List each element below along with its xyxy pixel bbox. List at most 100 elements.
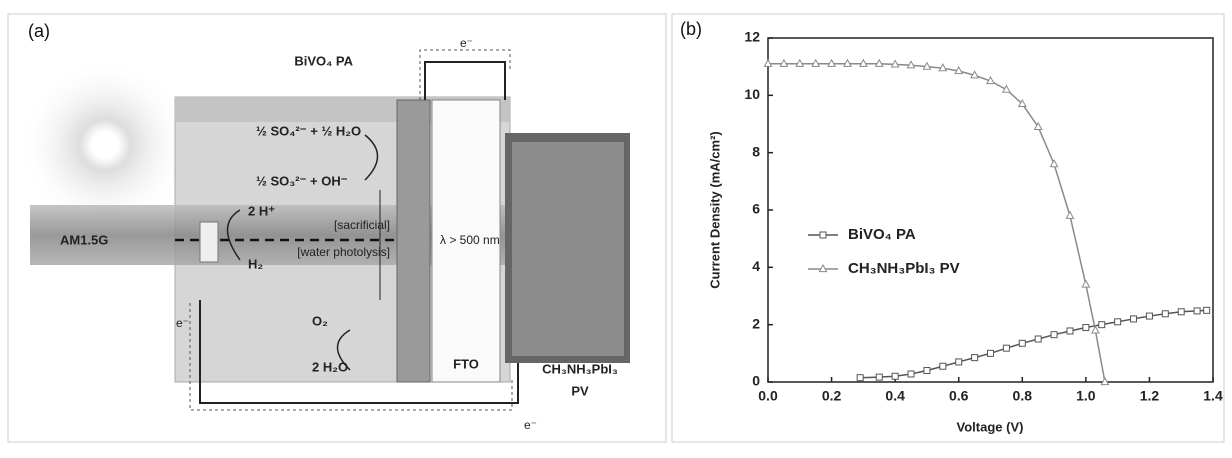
data-point: [763, 58, 773, 67]
data-point: [874, 58, 884, 67]
legend-marker: [819, 231, 827, 239]
data-point: [1049, 159, 1059, 168]
y-tick-label: 6: [752, 201, 760, 217]
data-point: [890, 59, 900, 68]
x-tick-label: 0.2: [822, 388, 842, 404]
data-point: [1177, 308, 1185, 316]
label: BiVO₄ PA: [294, 53, 353, 68]
label: ½ SO₃²⁻ + OH⁻: [256, 173, 348, 188]
data-point: [891, 372, 899, 380]
panel-label: (a): [28, 21, 50, 41]
y-axis-title: Current Density (mA/cm²): [707, 131, 722, 288]
x-tick-label: 1.0: [1076, 388, 1096, 404]
pv-cell: [512, 142, 624, 356]
data-point: [938, 63, 948, 72]
sun: [20, 60, 190, 230]
label: CH₃NH₃PbI₃: [542, 361, 618, 376]
label: λ > 500 nm: [440, 233, 500, 247]
panel-a: (a) BiVO₄ PA e⁻ ½ SO₄²⁻ + ½ H₂O ½ SO₃²⁻ …: [7, 13, 667, 443]
data-point: [858, 58, 868, 67]
data-point: [779, 58, 789, 67]
x-tick-label: 0.4: [885, 388, 905, 404]
wire-bottom: [199, 300, 519, 404]
data-point: [923, 367, 931, 375]
data-point: [827, 58, 837, 67]
electron-path-top: [419, 49, 511, 100]
data-point: [1033, 121, 1043, 130]
y-tick-label: 10: [744, 86, 760, 102]
data-point: [856, 374, 864, 382]
data-point: [1017, 98, 1027, 108]
label: FTO: [453, 356, 479, 371]
y-tick-label: 0: [752, 373, 760, 389]
cathode: [199, 221, 219, 263]
data-point: [1145, 312, 1153, 320]
arrow: [226, 209, 241, 261]
label: [sacrificial]: [334, 218, 390, 232]
label: [water photolysis]: [297, 245, 390, 259]
x-tick-label: 0.6: [949, 388, 969, 404]
data-point: [1082, 324, 1090, 332]
data-point: [1130, 315, 1138, 323]
arrow: [364, 134, 379, 181]
x-tick-label: 0.0: [758, 388, 778, 404]
data-point: [906, 60, 916, 69]
data-point: [1090, 325, 1100, 334]
data-point: [1002, 344, 1010, 352]
label: O₂: [312, 313, 328, 328]
data-point: [1065, 210, 1075, 219]
legend-label: BiVO₄ PA: [848, 226, 916, 243]
y-tick-label: 4: [752, 258, 760, 274]
fto: [431, 99, 501, 383]
arrow: [336, 329, 351, 371]
data-point: [1098, 321, 1106, 329]
y-tick-label: 2: [752, 315, 760, 331]
data-point: [987, 349, 994, 357]
panel-label: (b): [680, 19, 702, 39]
data-point: [795, 58, 805, 67]
legend-marker: [818, 263, 828, 273]
data-point: [1001, 84, 1011, 93]
data-point: [922, 61, 932, 70]
label: AM1.5G: [60, 232, 108, 247]
data-point: [907, 370, 915, 378]
data-point: [1114, 318, 1122, 326]
data-point: [1193, 307, 1201, 315]
data-point: [1161, 310, 1169, 318]
data-point: [843, 58, 852, 67]
data-point: [939, 362, 947, 370]
data-point: [986, 75, 995, 85]
x-axis-title: Voltage (V): [957, 419, 1024, 434]
data-point: [1050, 331, 1058, 339]
label: e⁻: [460, 36, 473, 50]
label: 2 H₂O: [312, 359, 348, 374]
data-point: [1018, 339, 1026, 347]
bivo4-electrode: [396, 99, 431, 383]
data-point: [971, 354, 979, 362]
data-point: [1081, 279, 1091, 288]
data-point: [970, 70, 980, 79]
panel-frame: [671, 13, 1225, 443]
x-tick-label: 1.4: [1203, 388, 1223, 404]
label: 2 H⁺: [248, 203, 275, 218]
data-point: [955, 358, 963, 366]
data-point: [954, 65, 964, 75]
label: e⁻: [176, 316, 189, 330]
data-point: [1066, 327, 1074, 335]
y-tick-label: 8: [752, 143, 760, 159]
wire-top: [424, 61, 506, 100]
label: e⁻: [524, 418, 537, 432]
label: ½ SO₄²⁻ + ½ H₂O: [256, 123, 361, 138]
electron-path-bottom: [189, 300, 513, 411]
data-point: [1034, 335, 1042, 343]
label: H₂: [248, 256, 263, 271]
data-point: [1203, 306, 1211, 314]
x-tick-label: 1.2: [1140, 388, 1160, 404]
legend-label: CH₃NH₃PbI₃ PV: [848, 260, 960, 277]
data-point: [1100, 376, 1110, 386]
label: PV: [571, 383, 589, 398]
x-tick-label: 0.8: [1013, 388, 1033, 404]
data-point: [875, 373, 883, 381]
